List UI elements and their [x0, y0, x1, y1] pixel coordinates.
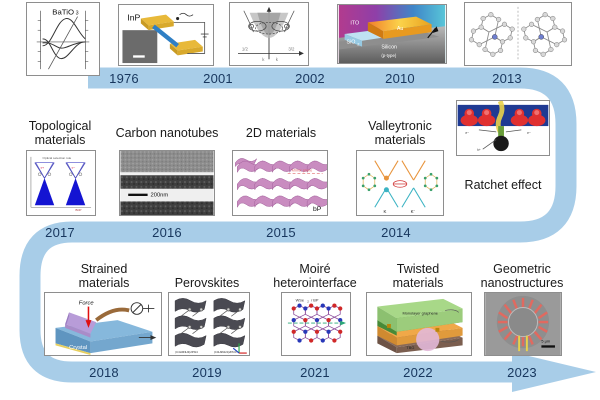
art-valley-bands: K K'	[357, 151, 443, 215]
art-label-ptype: (p-type)	[381, 53, 397, 58]
art-dirac-cones: Optical selection rule	[27, 151, 95, 215]
svg-text:(C4H9NH3)2PbI4: (C4H9NH3)2PbI4	[214, 350, 237, 354]
year-2022: 2022	[403, 365, 433, 380]
art-label-valley-k: K	[384, 209, 387, 214]
svg-text:3/2: 3/2	[288, 46, 295, 51]
year-2001: 2001	[203, 71, 233, 86]
panel-ratchet: e− e− h+	[456, 100, 550, 156]
panel-2013	[464, 2, 572, 66]
art-ito-au-silicon: ITO SiO 2 Au Silicon (p-type)	[338, 5, 446, 63]
art-label-inp: InP	[127, 12, 140, 22]
art-label-valley-kp: K'	[411, 209, 415, 214]
year-2018: 2018	[89, 365, 119, 380]
svg-text:Mirror plane: Mirror plane	[292, 167, 313, 172]
caption-geometric-nanostructures: Geometric nanostructures	[480, 262, 564, 290]
art-label-bp: bP	[313, 206, 322, 213]
svg-text:BCP: BCP	[76, 208, 82, 212]
svg-text:h+: h+	[477, 148, 481, 152]
panel-2001: InP	[118, 4, 214, 66]
caption-topological-materials: Topological materials	[28, 119, 92, 147]
art-label-au: Au	[397, 26, 404, 32]
year-2021: 2021	[300, 365, 330, 380]
caption-ratchet-effect: Ratchet effect	[464, 178, 542, 192]
art-spiral-ring: 5 µm	[485, 293, 561, 355]
panel-2015: Mirror plane bP	[232, 150, 328, 216]
art-ratchet: e− e− h+	[457, 101, 549, 155]
svg-text:k: k	[262, 57, 265, 62]
panel-2019: (C4H9NH3)2PbI4 (C4H9NH3)2PbI4	[168, 292, 250, 356]
panel-2002: 1/2 3/2 k k	[229, 2, 309, 66]
svg-text:e−: e−	[465, 131, 469, 135]
art-label-batio3: BaTiO	[52, 8, 74, 17]
year-2013: 2013	[492, 71, 522, 86]
year-2023: 2023	[507, 365, 537, 380]
art-label-silicon: Silicon	[381, 45, 397, 51]
svg-text:Optical selection rule: Optical selection rule	[43, 156, 72, 160]
caption-valleytronic-materials: Valleytronic materials	[368, 119, 432, 147]
art-molecule-pair	[465, 3, 571, 65]
ribbon-arrowhead	[512, 352, 596, 392]
art-label-monolayer-graphene: Monolayer graphene	[403, 310, 438, 315]
art-moire-lattice: WSe 2 / BP	[282, 293, 350, 355]
panel-2014: K K'	[356, 150, 444, 216]
panel-2010: ITO SiO 2 Au Silicon (p-type)	[337, 4, 447, 64]
year-2014: 2014	[381, 225, 411, 240]
year-2002: 2002	[295, 71, 325, 86]
art-bp-lattice: Mirror plane bP	[233, 151, 327, 215]
art-strain-crystal: Force Crystal	[45, 293, 161, 355]
art-batio3-hysteresis: BaTiO 3	[27, 3, 99, 75]
art-label-batio3-sub: 3	[76, 11, 79, 17]
panel-2023: 5 µm	[484, 292, 562, 356]
panel-2021: WSe 2 / BP	[281, 292, 351, 356]
panel-1976: BaTiO 3	[26, 2, 100, 76]
art-nanotube-tem: 200nm	[120, 151, 214, 215]
art-label-sio2-sub: 2	[357, 43, 359, 47]
svg-text:(C4H9NH3)2PbI4: (C4H9NH3)2PbI4	[175, 350, 198, 354]
art-label-tbg: TBG	[406, 345, 414, 350]
year-2010: 2010	[385, 71, 415, 86]
svg-text:2: 2	[307, 300, 309, 304]
art-label-ito: ITO	[350, 20, 359, 26]
year-2019: 2019	[192, 365, 222, 380]
ribbon-path	[19, 67, 577, 383]
caption-carbon-nanotubes: Carbon nanotubes	[115, 126, 219, 140]
year-2016: 2016	[152, 225, 182, 240]
year-2015: 2015	[266, 225, 296, 240]
art-twisted-stack: Monolayer graphene TBG	[367, 293, 471, 355]
art-label-scalebar: 200nm	[151, 193, 169, 199]
art-label-force: Force	[79, 301, 95, 307]
svg-text:e−: e−	[527, 131, 531, 135]
art-label-wse2-tail: / BP	[311, 298, 319, 303]
caption-twisted-materials: Twisted materials	[392, 262, 444, 290]
panel-2016: 200nm	[119, 150, 215, 216]
panel-2022: Monolayer graphene TBG	[366, 292, 472, 356]
year-2017: 2017	[45, 225, 75, 240]
art-label-wse2: WSe	[296, 298, 304, 303]
art-band-structure: 1/2 3/2 k k	[230, 3, 308, 65]
art-label-crystal: Crystal	[69, 345, 87, 351]
caption-strained-materials: Strained materials	[78, 262, 130, 290]
art-label-sio2: SiO	[347, 40, 356, 46]
svg-text:σ+: σ+	[41, 165, 45, 169]
caption-moire-heterointerface: Moiré heterointerface	[273, 262, 357, 290]
art-inp-nanowire: InP	[119, 5, 213, 65]
svg-text:1/2: 1/2	[242, 46, 249, 51]
year-1976: 1976	[109, 71, 139, 86]
svg-text:σ−: σ−	[72, 165, 76, 169]
panel-2018: Force Crystal	[44, 292, 162, 356]
caption-perovskites: Perovskites	[174, 276, 240, 290]
art-perovskite-grid: (C4H9NH3)2PbI4 (C4H9NH3)2PbI4	[169, 293, 249, 355]
panel-2017: Optical selection rule	[26, 150, 96, 216]
svg-text:k: k	[276, 57, 279, 62]
caption-2d-materials: 2D materials	[245, 126, 317, 140]
svg-text:5 µm: 5 µm	[541, 338, 550, 343]
